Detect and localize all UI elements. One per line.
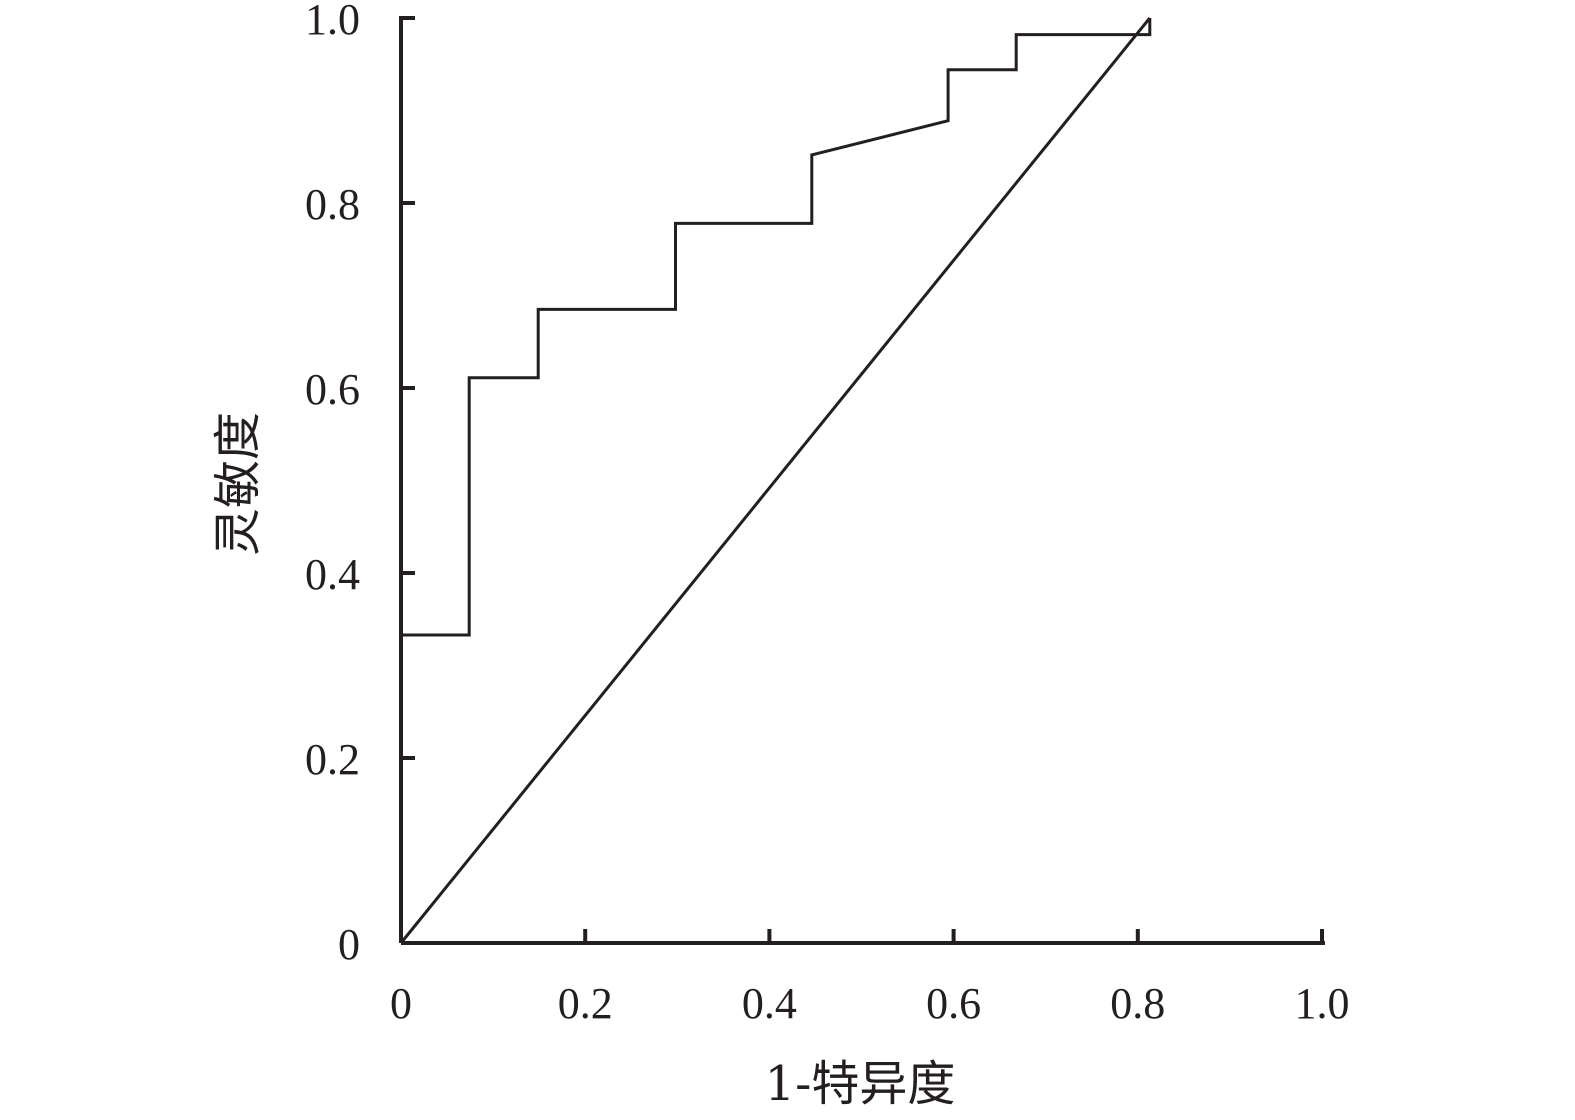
reference-diagonal-line [399,17,1151,944]
x-tick-label: 0 [390,979,412,1028]
axis-ticks [401,16,1324,943]
x-tick-label: 0.4 [742,979,797,1028]
roc-curve-line [399,18,1152,943]
y-tick-label: 0 [338,920,360,969]
plot-series [399,17,1152,944]
y-axis-label: 灵敏度 [210,412,266,556]
y-tick-label: 1.0 [305,0,360,44]
x-tick-label: 1.0 [1295,979,1350,1028]
y-tick-label: 0.2 [305,735,360,784]
y-tick-label: 0.8 [305,180,360,229]
x-tick-label: 0.8 [1110,979,1165,1028]
y-tick-label: 0.4 [305,550,360,599]
axis-tick-labels: 0 0.2 0.4 0.6 0.8 1.0 0 0.2 0.4 0.6 0.8 1.0 [305,0,1350,1028]
y-tick-label: 0.6 [305,365,360,414]
x-axis-label: 1-特异度 [765,1056,956,1112]
x-tick-label: 0.6 [926,979,981,1028]
x-tick-label: 0.2 [558,979,613,1028]
